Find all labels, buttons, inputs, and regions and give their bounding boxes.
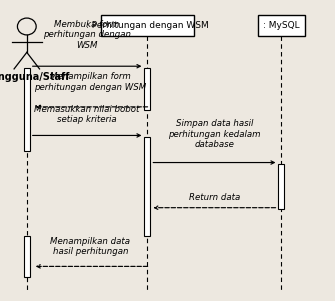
Text: Return data: Return data [189, 193, 240, 202]
Bar [100, 15, 194, 36]
Text: Menampilkan form
perhitungan dengan WSM: Menampilkan form perhitungan dengan WSM [34, 73, 147, 92]
Text: Memasukkan nilai bobot
setiap kriteria: Memasukkan nilai bobot setiap kriteria [35, 105, 140, 124]
Text: Simpan data hasil
perhitungan kedalam
database: Simpan data hasil perhitungan kedalam da… [168, 119, 261, 149]
Text: : MySQL: : MySQL [263, 21, 300, 30]
Bar [24, 68, 30, 150]
Bar [144, 137, 150, 236]
Text: Membuka form
perhitungan dengan
WSM: Membuka form perhitungan dengan WSM [43, 20, 131, 50]
Text: : Perhitungan dengan WSM: : Perhitungan dengan WSM [86, 21, 209, 30]
Text: Menampilkan data
hasil perhitungan: Menampilkan data hasil perhitungan [51, 237, 130, 256]
Bar [24, 236, 30, 277]
Bar [258, 15, 305, 36]
Bar [278, 164, 284, 209]
Text: Pengguna/Staff: Pengguna/Staff [0, 72, 70, 82]
Bar [144, 68, 150, 110]
